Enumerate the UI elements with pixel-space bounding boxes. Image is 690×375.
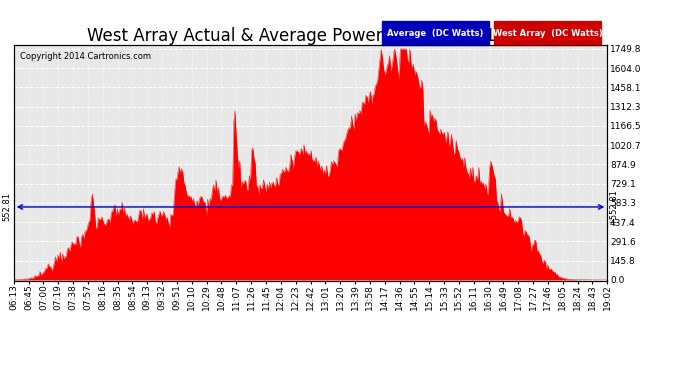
FancyBboxPatch shape — [382, 21, 489, 45]
Text: +552.81: +552.81 — [609, 189, 618, 225]
FancyBboxPatch shape — [495, 21, 601, 45]
Text: Average  (DC Watts): Average (DC Watts) — [387, 29, 483, 38]
Title: West Array Actual & Average Power Sun Apr 27 19:13: West Array Actual & Average Power Sun Ap… — [88, 27, 533, 45]
Text: West Array  (DC Watts): West Array (DC Watts) — [493, 29, 603, 38]
Text: 552.81: 552.81 — [3, 192, 12, 222]
Text: Copyright 2014 Cartronics.com: Copyright 2014 Cartronics.com — [20, 52, 150, 61]
